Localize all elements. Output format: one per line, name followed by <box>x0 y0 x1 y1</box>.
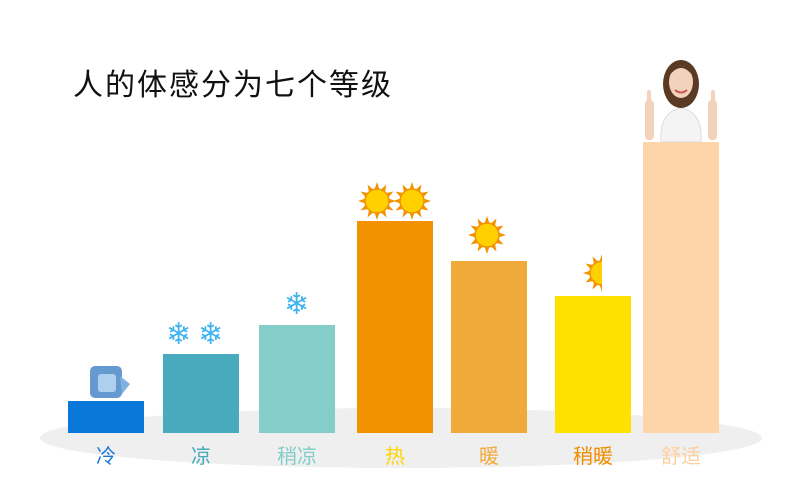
bar-4 <box>451 261 527 433</box>
snowflake-icon: ❄ <box>166 317 192 352</box>
bar-5 <box>555 296 631 433</box>
sun-icon <box>357 181 397 225</box>
category-label: 舒适 <box>661 444 701 468</box>
category-label: 稍凉 <box>277 444 317 468</box>
chart-title: 人的体感分为七个等级 <box>73 68 393 103</box>
category-label: 冷 <box>96 444 116 468</box>
sun-icon <box>392 181 432 225</box>
category-label: 稍暖 <box>573 444 613 468</box>
bar-1 <box>163 354 239 433</box>
bar-3 <box>357 220 433 433</box>
snowflake-icon: ❄ <box>198 317 224 352</box>
category-label: 暖 <box>479 444 499 468</box>
sun-icon <box>467 215 507 259</box>
bar-6 <box>643 142 719 433</box>
bar-0 <box>68 400 144 433</box>
category-label: 热 <box>385 444 405 468</box>
thumbs-up-woman-image <box>639 42 723 146</box>
bar-2 <box>259 325 335 433</box>
category-label: 凉 <box>191 444 211 468</box>
ice-cube-icon <box>86 362 132 406</box>
snowflake-icon: ❄ <box>284 287 310 322</box>
half-sun-icon <box>582 253 602 293</box>
